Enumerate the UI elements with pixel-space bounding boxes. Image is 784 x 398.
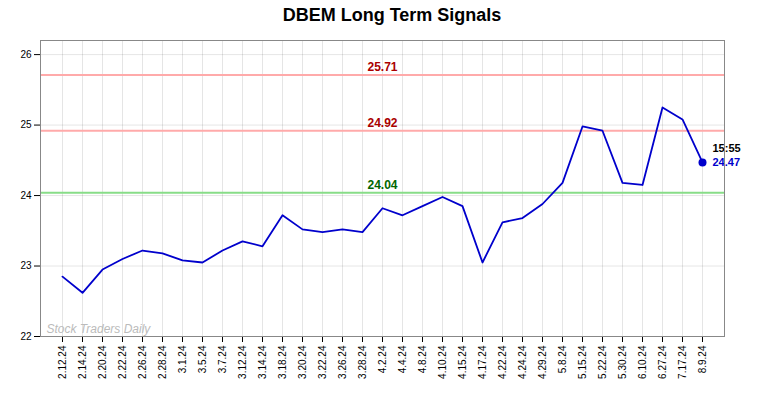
svg-text:4.10.24: 4.10.24 — [437, 345, 448, 379]
svg-text:25.71: 25.71 — [367, 60, 397, 74]
svg-text:3.1.24: 3.1.24 — [177, 345, 188, 373]
svg-text:4.2.24: 4.2.24 — [377, 345, 388, 373]
svg-text:6.27.24: 6.27.24 — [657, 345, 668, 379]
svg-text:24.04: 24.04 — [367, 178, 397, 192]
svg-text:5.30.24: 5.30.24 — [617, 345, 628, 379]
svg-text:3.28.24: 3.28.24 — [357, 345, 368, 379]
svg-text:4.15.24: 4.15.24 — [457, 345, 468, 379]
svg-text:3.5.24: 3.5.24 — [197, 345, 208, 373]
svg-text:24: 24 — [20, 190, 32, 201]
svg-text:24.47: 24.47 — [713, 156, 741, 168]
svg-text:3.18.24: 3.18.24 — [277, 345, 288, 379]
svg-text:4.22.24: 4.22.24 — [497, 345, 508, 379]
svg-text:3.26.24: 3.26.24 — [337, 345, 348, 379]
svg-text:Stock Traders Daily: Stock Traders Daily — [47, 322, 152, 336]
svg-text:3.14.24: 3.14.24 — [257, 345, 268, 379]
svg-text:6.10.24: 6.10.24 — [637, 345, 648, 379]
svg-text:15:55: 15:55 — [713, 142, 741, 154]
svg-text:8.9.24: 8.9.24 — [697, 345, 708, 373]
svg-text:2.28.24: 2.28.24 — [157, 345, 168, 379]
html-text:DBEM Long Term Signals: DBEM Long Term Signals — [282, 5, 502, 25]
svg-text:4.29.24: 4.29.24 — [537, 345, 548, 379]
svg-text:3.7.24: 3.7.24 — [217, 345, 228, 373]
svg-text:2.26.24: 2.26.24 — [137, 345, 148, 379]
svg-text:4.17.24: 4.17.24 — [477, 345, 488, 379]
svg-text:3.12.24: 3.12.24 — [237, 345, 248, 379]
svg-text:4.4.24: 4.4.24 — [397, 345, 408, 373]
svg-text:22: 22 — [20, 331, 32, 342]
svg-text:23: 23 — [20, 260, 32, 271]
svg-text:2.22.24: 2.22.24 — [117, 345, 128, 379]
svg-text:26: 26 — [20, 49, 32, 60]
svg-text:2.20.24: 2.20.24 — [97, 345, 108, 379]
svg-text:7.17.24: 7.17.24 — [677, 345, 688, 379]
svg-text:25: 25 — [20, 119, 32, 130]
svg-text:2.14.24: 2.14.24 — [77, 345, 88, 379]
svg-text:4.24.24: 4.24.24 — [517, 345, 528, 379]
svg-text:5.22.24: 5.22.24 — [597, 345, 608, 379]
svg-text:2.12.24: 2.12.24 — [57, 345, 68, 379]
svg-text:3.22.24: 3.22.24 — [317, 345, 328, 379]
svg-text:4.8.24: 4.8.24 — [417, 345, 428, 373]
svg-text:5.8.24: 5.8.24 — [557, 345, 568, 373]
svg-text:24.92: 24.92 — [367, 116, 397, 130]
svg-text:3.20.24: 3.20.24 — [297, 345, 308, 379]
svg-text:5.15.24: 5.15.24 — [577, 345, 588, 379]
